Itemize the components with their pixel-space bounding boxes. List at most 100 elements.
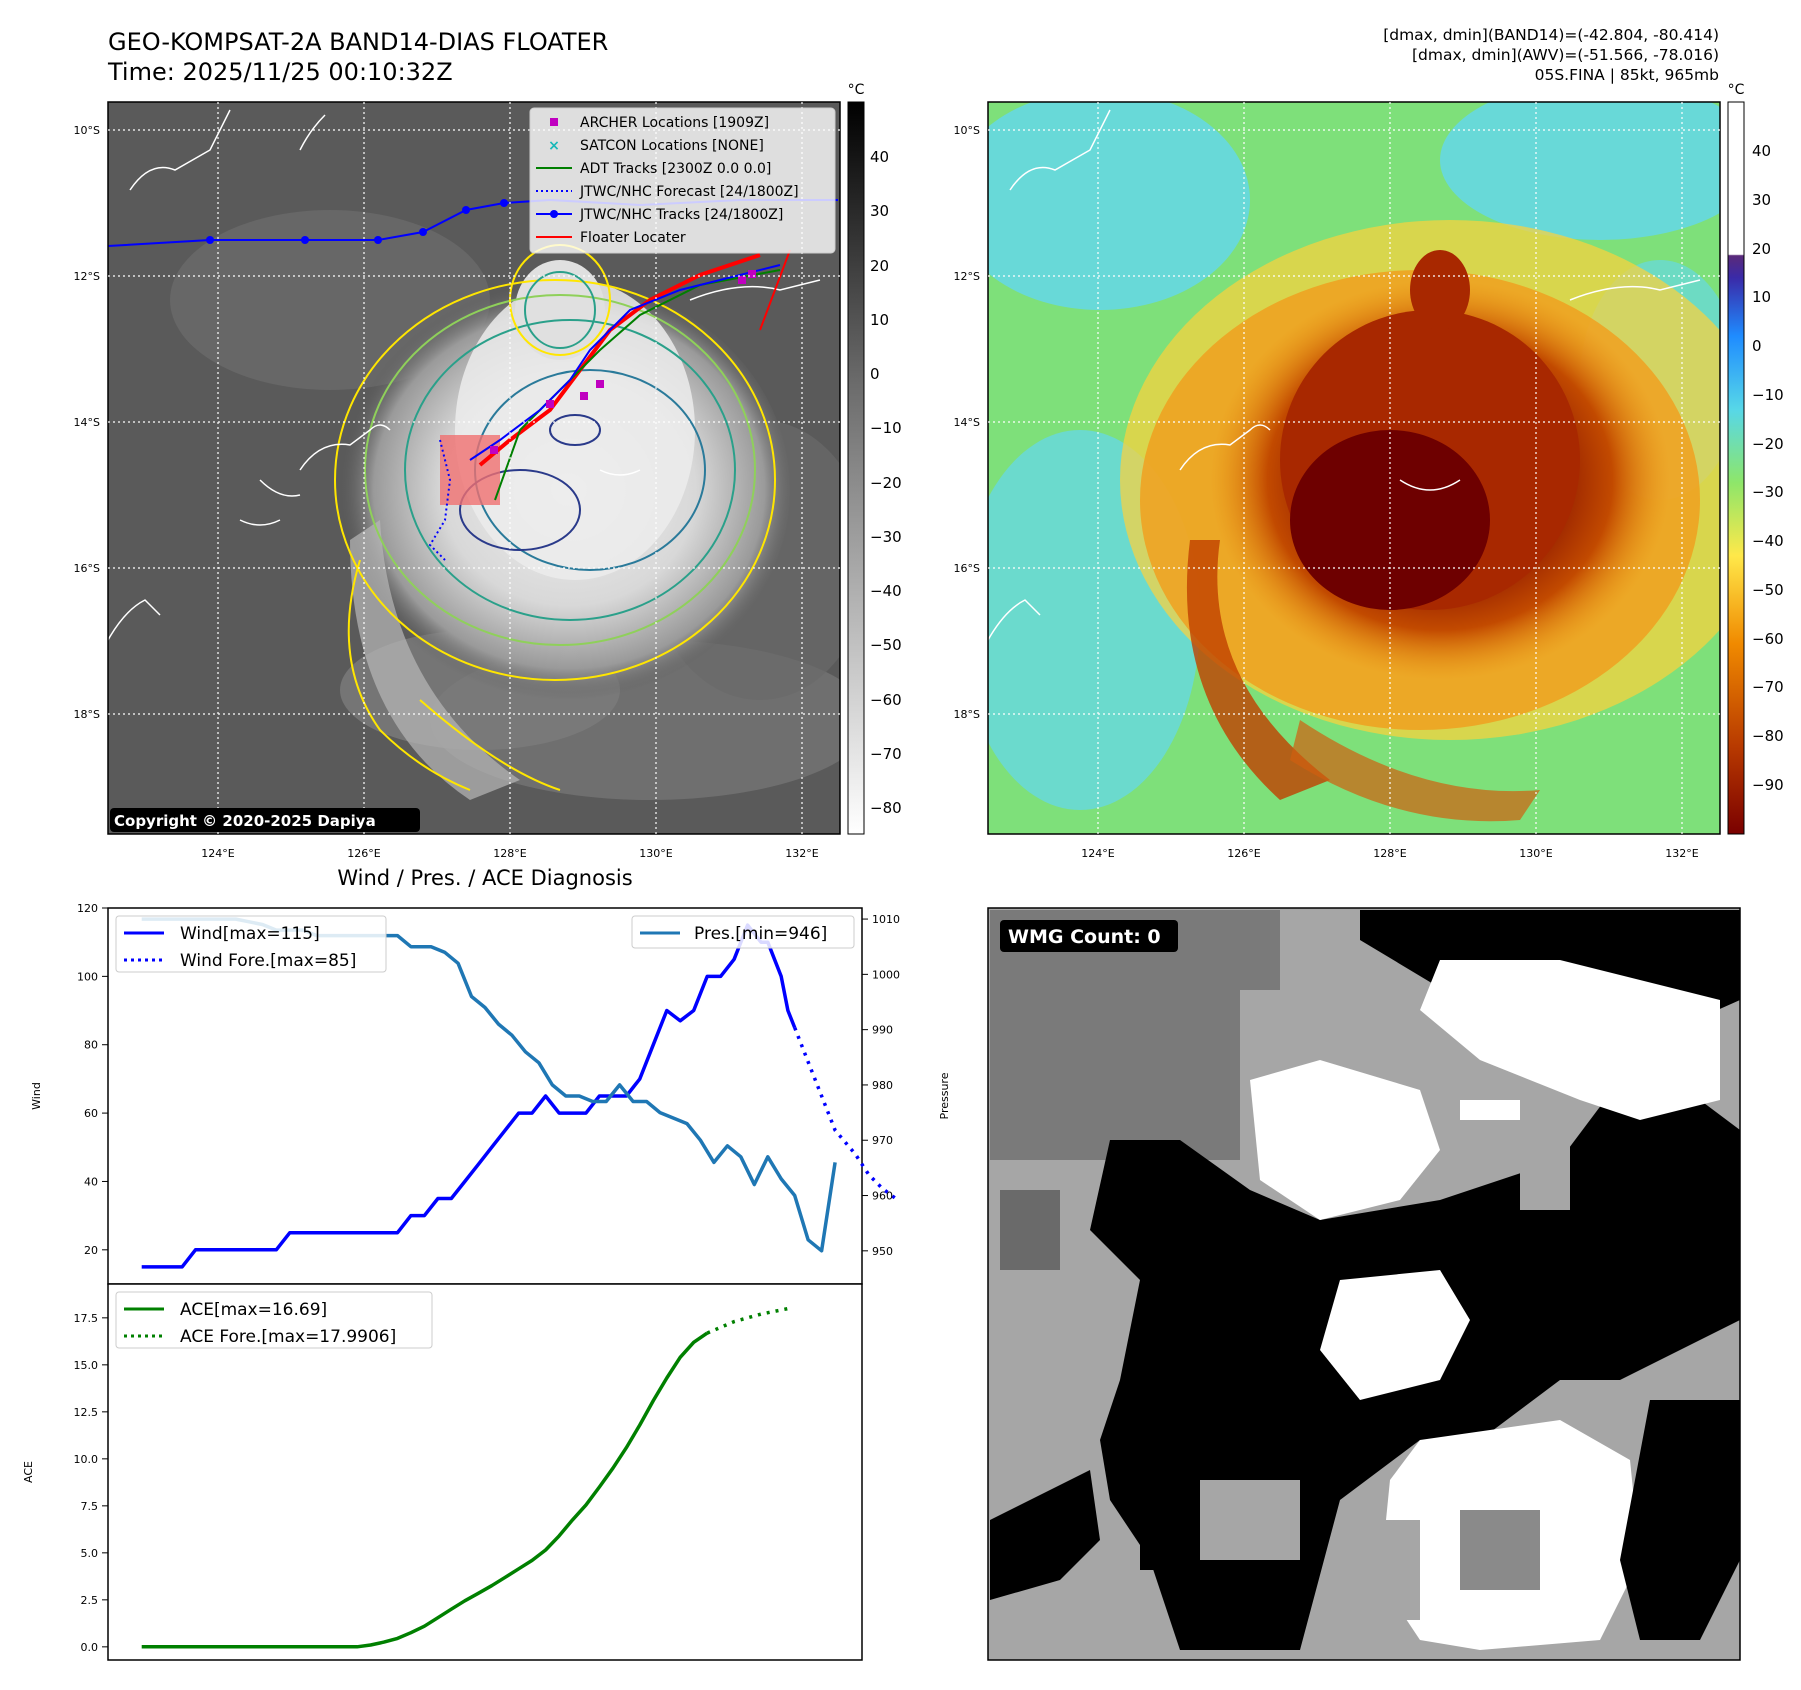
ir-cbar-tick: 20	[870, 257, 889, 275]
wind-ytick-label: 40	[84, 1175, 98, 1188]
wmg-count-box	[1000, 920, 1178, 952]
awv-cbar-tick: −20	[1752, 435, 1784, 453]
awv-cbar-tick: −50	[1752, 581, 1784, 599]
ace-legend: ACE[max=16.69] ACE Fore.[max=17.9906]	[115, 1291, 433, 1349]
ir-cbar-tick: −50	[870, 636, 902, 654]
awv-cbar-tick: 20	[1752, 240, 1771, 258]
pressure-ytick-label: 1000	[872, 968, 900, 981]
awv-colorbar-unit: °C	[1728, 82, 1745, 98]
ir-lon-label: 130°E	[639, 847, 672, 860]
ace-ytick-label: 5.0	[81, 1547, 99, 1560]
awv-cbar-tick: 0	[1752, 337, 1762, 355]
ir-cbar-tick: 30	[870, 202, 889, 220]
ace-series-line	[141, 1331, 709, 1649]
band14-range: [dmax, dmin](BAND14)=(-42.804, -80.414)	[1383, 26, 1719, 44]
ir-lon-label: 124°E	[201, 847, 234, 860]
awv-cbar-tick: 40	[1752, 142, 1771, 160]
wind-legend-label: Wind[max=115]	[180, 924, 320, 944]
ir-legend: ARCHER Locations [1909Z] × SATCON Locati…	[529, 107, 836, 254]
awv-lat-label: 12°S	[954, 270, 980, 283]
ace-ytick-label: 15.0	[74, 1359, 99, 1372]
ace-axis-label: ACE	[22, 1461, 35, 1483]
awv-lon-label: 132°E	[1665, 847, 1698, 860]
legend-floater: Floater Locater	[580, 230, 686, 246]
pressure-ytick-label: 1010	[872, 913, 900, 926]
ir-map-panel: 10°S 12°S 14°S 16°S 18°S 124°E 126°E 128…	[74, 82, 902, 860]
awv-lon-label: 130°E	[1519, 847, 1552, 860]
awv-cbar-tick: −60	[1752, 630, 1784, 648]
ir-cbar-tick: 0	[870, 365, 880, 383]
awv-lon-label: 126°E	[1227, 847, 1260, 860]
awv-cbar-tick: −10	[1752, 386, 1784, 404]
ir-cbar-tick: −30	[870, 528, 902, 546]
awv-cbar-tick: −30	[1752, 483, 1784, 501]
ace-ytick-label: 2.5	[81, 1594, 99, 1607]
ace-ytick-label: 12.5	[74, 1406, 99, 1419]
ir-cbar-tick: −20	[870, 474, 902, 492]
ace-legend-label: ACE[max=16.69]	[180, 1300, 327, 1320]
figure-time: Time: 2025/11/25 00:10:32Z	[107, 58, 453, 86]
satcon-marker-icon: ×	[548, 138, 560, 154]
awv-range: [dmax, dmin](AWV)=(-51.566, -78.016)	[1412, 46, 1719, 64]
ir-lon-label: 128°E	[493, 847, 526, 860]
ir-lat-label: 18°S	[74, 708, 100, 721]
ir-lat-label: 12°S	[74, 270, 100, 283]
ace-panel: ACE ACE[max=16.69] ACE Fore.[max=17.9906…	[22, 1283, 863, 1661]
legend-adt: ADT Tracks [2300Z 0.0 0.0]	[580, 161, 771, 177]
storm-info: 05S.FINA | 85kt, 965mb	[1535, 66, 1719, 84]
ir-lon-label: 132°E	[785, 847, 818, 860]
pressure-axis-label: Pressure	[938, 1072, 951, 1119]
ir-colorbar: °C 40 30 20 10 0 −10 −20 −30 −40 −50 −60…	[847, 82, 902, 835]
awv-map-panel: 10°S 12°S 14°S 16°S 18°S 124°E 126°E 128…	[954, 82, 1784, 860]
awv-colorbar: °C 40 30 20 10 0 −10 −20 −30 −40 −50 −60…	[1727, 82, 1784, 835]
legend-archer: ARCHER Locations [1909Z]	[580, 115, 769, 131]
copyright-box	[110, 808, 420, 832]
ir-cbar-tick: −10	[870, 419, 902, 437]
archer-marker-icon	[550, 118, 558, 126]
ir-lon-label: 126°E	[347, 847, 380, 860]
wind-pressure-panel: Wind Pressure Wind[max=115] Wind Fore.[m…	[30, 902, 951, 1285]
ir-cbar-tick: 10	[870, 311, 889, 329]
awv-lon-label: 128°E	[1373, 847, 1406, 860]
awv-cbar-tick: −80	[1752, 727, 1784, 745]
wind-ytick-label: 120	[77, 902, 98, 915]
wmg-count-label: WMG Count: 0	[1008, 926, 1161, 948]
wind-fore-legend-label: Wind Fore.[max=85]	[180, 951, 356, 971]
wind-legend: Wind[max=115] Wind Fore.[max=85]	[115, 915, 387, 973]
diagnosis-title: Wind / Pres. / ACE Diagnosis	[337, 866, 632, 890]
figure-title: GEO-KOMPSAT-2A BAND14-DIAS FLOATER	[108, 28, 608, 56]
ir-cbar-tick: −40	[870, 582, 902, 600]
copyright-text: Copyright © 2020-2025 Dapiya	[114, 812, 376, 830]
wind-ytick-label: 100	[77, 970, 98, 983]
ace-ytick-label: 0.0	[81, 1641, 99, 1654]
pressure-legend-label: Pres.[min=946]	[694, 924, 827, 944]
ir-lat-label: 14°S	[74, 416, 100, 429]
legend-forecast: JTWC/NHC Forecast [24/1800Z]	[579, 184, 799, 200]
awv-cbar-tick: 30	[1752, 191, 1771, 209]
pressure-legend: Pres.[min=946]	[631, 915, 855, 949]
wind-ytick-label: 60	[84, 1107, 98, 1120]
ace-ytick-label: 17.5	[74, 1312, 99, 1325]
pressure-ytick-label: 980	[872, 1079, 893, 1092]
awv-cbar-tick: −70	[1752, 678, 1784, 696]
awv-cbar-tick: −40	[1752, 532, 1784, 550]
wmg-panel: WMG Count: 0	[987, 907, 1741, 1661]
awv-lat-label: 14°S	[954, 416, 980, 429]
wind-ytick-label: 80	[84, 1039, 98, 1052]
pressure-ytick-label: 970	[872, 1134, 893, 1147]
ir-cbar-tick: −80	[870, 799, 902, 817]
awv-lon-label: 124°E	[1081, 847, 1114, 860]
ir-colorbar-unit: °C	[848, 82, 865, 98]
ace-fore-legend-label: ACE Fore.[max=17.9906]	[180, 1327, 396, 1347]
awv-cbar-tick: 10	[1752, 288, 1771, 306]
ir-cbar-tick: −70	[870, 745, 902, 763]
ace-ytick-label: 10.0	[74, 1453, 99, 1466]
pressure-ytick-label: 960	[872, 1190, 893, 1203]
wind-axis-label: Wind	[30, 1082, 43, 1110]
ir-lat-label: 16°S	[74, 562, 100, 575]
wind-ytick-label: 20	[84, 1244, 98, 1257]
legend-tracks: JTWC/NHC Tracks [24/1800Z]	[579, 207, 783, 223]
ace-ytick-label: 7.5	[81, 1500, 99, 1513]
ir-cbar-tick: −60	[870, 691, 902, 709]
